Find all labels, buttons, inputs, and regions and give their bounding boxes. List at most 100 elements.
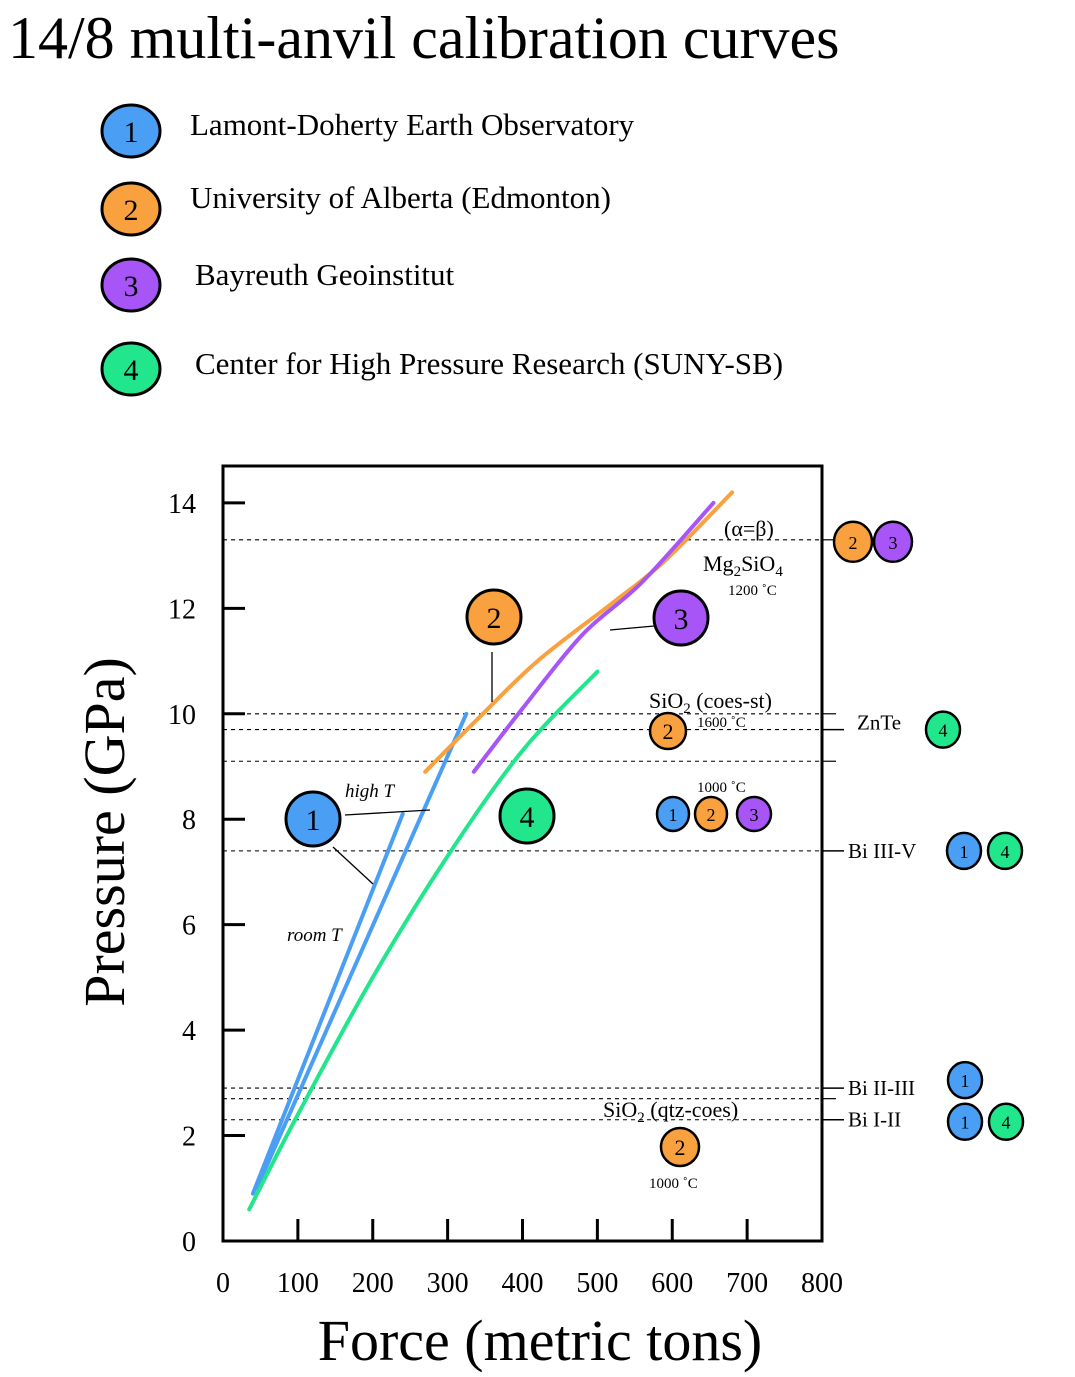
legend-badge-2 xyxy=(100,181,162,237)
curve-lab-1 xyxy=(254,711,469,1191)
legend-label-1: Lamont-Doherty Earth Observatory xyxy=(190,107,635,142)
curve-badge-1 xyxy=(284,790,342,848)
curve-badges: 1 2 3 4 xyxy=(284,588,710,848)
coes-1000-badge-3 xyxy=(735,795,773,833)
leader-lines xyxy=(332,625,655,885)
x-tick-label: 400 xyxy=(502,1268,544,1299)
leader-lab3 xyxy=(609,625,655,631)
annotation-coes-st-temp: 1600 ˚C xyxy=(697,715,746,731)
fixed-point-badge-num: 4 xyxy=(1002,1113,1011,1133)
coes-1000-badge-2-num: 2 xyxy=(707,805,716,825)
fixed-point-label: Bi III-V xyxy=(848,839,916,863)
y-tick-label: 6 xyxy=(182,911,196,942)
curve-lab-4 xyxy=(247,669,600,1212)
fixed-point-badge-num: 1 xyxy=(960,842,969,862)
fixed-point-badge-num: 1 xyxy=(961,1113,970,1133)
curve-badge-2 xyxy=(465,588,523,646)
fixed-point-badge-num: 2 xyxy=(849,533,858,553)
fixed-point-badge-num: 1 xyxy=(961,1071,970,1091)
y-tick-label: 2 xyxy=(182,1122,196,1153)
x-axis-ticks: 0 100 200 300 400 500 600 700 800 xyxy=(216,1219,843,1299)
x-tick-label: 100 xyxy=(277,1268,319,1299)
legend-badge-1 xyxy=(100,103,162,159)
curve-badge-1-num: 1 xyxy=(306,804,321,837)
annotation-qtz-coes-temp: 1000 ˚C xyxy=(649,1176,698,1192)
annotation-room-t: room T xyxy=(287,925,343,946)
legend-label-4: Center for High Pressure Research (SUNY-… xyxy=(195,346,783,381)
leader-high-t xyxy=(344,809,431,816)
coes-1000-badge-1-num: 1 xyxy=(669,805,678,825)
y-tick-label: 4 xyxy=(182,1016,196,1047)
coes-st-badge-2-num: 2 xyxy=(663,719,674,744)
fixed-point-badge-1 xyxy=(946,1060,984,1100)
legend-label-3: Bayreuth Geoinstitut xyxy=(195,257,455,292)
leader-room-t xyxy=(332,846,374,885)
x-axis-label: Force (metric tons) xyxy=(318,1308,763,1373)
legend-badge-3 xyxy=(100,257,162,313)
annotation-high-t: high T xyxy=(345,781,396,802)
legend-badge-4-num: 4 xyxy=(124,354,139,387)
legend-item-1: 1 Lamont-Doherty Earth Observatory xyxy=(100,103,635,159)
qtz-coes-badge-2-num: 2 xyxy=(675,1135,686,1160)
legend-badge-3-num: 3 xyxy=(124,270,139,303)
annotation-qtz-coes: SiO2 (qtz-coes) xyxy=(603,1097,738,1126)
x-tick-label: 700 xyxy=(726,1268,768,1299)
fixed-point-label: ZnTe xyxy=(857,711,901,735)
curve-badge-4 xyxy=(498,787,556,845)
legend-item-2: 2 University of Alberta (Edmonton) xyxy=(100,180,611,237)
curve-lab-1 xyxy=(250,812,405,1196)
fixed-point-badge-4 xyxy=(987,1102,1025,1141)
coes-1000-badge-3-num: 3 xyxy=(750,805,759,825)
fixed-point-badge-num: 4 xyxy=(1001,842,1010,862)
fixed-point-badge-4 xyxy=(924,710,962,749)
qtz-coes-badge-2 xyxy=(659,1126,701,1168)
y-tick-label: 0 xyxy=(182,1227,196,1258)
y-tick-label: 12 xyxy=(168,594,196,625)
curve-lab-3 xyxy=(471,500,716,774)
annotation-alpha-beta: (α=β) xyxy=(724,516,774,541)
annotation-mg2sio4: Mg2SiO4 xyxy=(703,551,783,580)
fixed-point-badge-num: 3 xyxy=(889,533,898,553)
legend-badge-4 xyxy=(100,341,162,397)
annotation-coes-st-1000: 1000 ˚C xyxy=(697,780,746,796)
x-tick-label: 0 xyxy=(216,1268,230,1299)
legend-badge-2-num: 2 xyxy=(124,194,139,227)
x-tick-label: 300 xyxy=(427,1268,469,1299)
x-tick-label: 200 xyxy=(352,1268,394,1299)
fixed-point-badge-2 xyxy=(832,520,874,564)
fixed-point-badge-1 xyxy=(946,1102,984,1141)
y-axis-ticks: 0 2 4 6 8 10 12 14 xyxy=(168,489,245,1258)
legend-label-2: University of Alberta (Edmonton) xyxy=(190,180,611,215)
legend-badge-1-num: 1 xyxy=(124,116,139,149)
legend-item-3: 3 Bayreuth Geoinstitut xyxy=(100,257,455,313)
curve-badge-3-num: 3 xyxy=(674,603,689,636)
calibration-curves xyxy=(247,490,735,1212)
coes-1000-badge-2 xyxy=(693,795,729,833)
fixed-point-label: Bi II-III xyxy=(848,1076,915,1100)
chart-title: 14/8 multi-anvil calibration curves xyxy=(8,5,839,71)
curve-badge-2-num: 2 xyxy=(487,602,502,635)
fixed-point-badge-4 xyxy=(986,831,1024,871)
fixed-point-lines: 2 3 ZnTe 4 Bi III-V 1 4 Bi II-III 1 Bi I-II 1 4 xyxy=(223,520,1025,1141)
y-tick-label: 10 xyxy=(168,700,196,731)
y-axis-label: Pressure (GPa) xyxy=(72,657,137,1007)
annotation-mg2sio4-temp: 1200 ˚C xyxy=(728,583,777,599)
fixed-point-badge-1 xyxy=(945,831,983,871)
legend-item-4: 4 Center for High Pressure Research (SUN… xyxy=(100,341,783,397)
y-tick-label: 14 xyxy=(168,489,196,520)
x-tick-label: 500 xyxy=(576,1268,618,1299)
fixed-point-badge-3 xyxy=(872,520,914,564)
annotation-coes-st: SiO2 (coes-st) xyxy=(649,688,772,717)
x-tick-label: 600 xyxy=(651,1268,693,1299)
y-tick-label: 8 xyxy=(182,805,196,836)
fixed-point-label: Bi I-II xyxy=(848,1108,901,1132)
curve-lab-2 xyxy=(423,490,735,774)
coes-1000-badge-1 xyxy=(655,795,691,833)
legend: 1 Lamont-Doherty Earth Observatory 2 Uni… xyxy=(100,103,783,397)
coes-st-badge-2 xyxy=(648,711,688,751)
fixed-point-badge-num: 4 xyxy=(939,721,948,741)
x-tick-label: 800 xyxy=(801,1268,843,1299)
curve-badge-4-num: 4 xyxy=(520,801,535,834)
curve-badge-3 xyxy=(652,589,710,647)
